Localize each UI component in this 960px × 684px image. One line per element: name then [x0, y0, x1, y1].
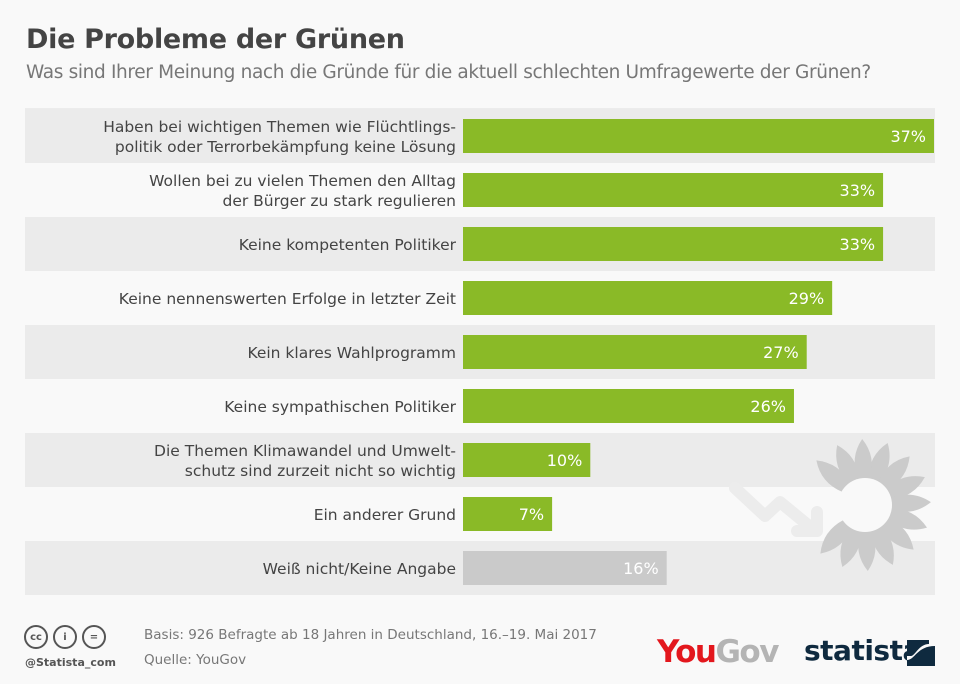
bar[interactable] [463, 551, 667, 585]
category-label: Ein anderer Grund [314, 506, 456, 524]
trend-arrow-icon [729, 482, 820, 536]
cc-icon[interactable]: cc [24, 625, 48, 649]
category-label: Haben bei wichtigen Themen wie Flüchtlin… [103, 118, 456, 156]
value-label: 33% [840, 235, 876, 254]
category-label: Keine kompetenten Politiker [239, 236, 457, 254]
value-label: 33% [840, 181, 876, 200]
sunflower-petal [854, 439, 872, 480]
statista-logo[interactable]: statista [804, 634, 921, 667]
value-label: 10% [547, 451, 583, 470]
row-labels: Haben bei wichtigen Themen wie Flüchtlin… [103, 118, 456, 578]
trend-arrowhead [791, 506, 823, 537]
sunflower-petal [879, 517, 914, 550]
value-labels: 37% 33% 33% 29% 27% 26% 10% 7% 16% [519, 127, 926, 578]
statista-handle[interactable]: @Statista_com [25, 656, 116, 669]
sunflower-petal [836, 445, 860, 485]
value-label: 16% [623, 559, 659, 578]
value-label: 37% [890, 127, 926, 146]
bar[interactable] [463, 443, 591, 477]
bars [463, 119, 934, 585]
category-label: Wollen bei zu vielen Themen den Alltag de… [149, 172, 456, 210]
sunflower-petal [890, 494, 931, 512]
yougov-logo: YouGov [657, 634, 779, 670]
chart-title: Die Probleme der Grünen [26, 24, 405, 55]
statista-mark-icon [907, 640, 935, 666]
sunflower-petal [885, 476, 925, 500]
bar[interactable] [463, 389, 794, 423]
title-divider [25, 108, 935, 109]
bar[interactable] [463, 281, 833, 315]
sunflower-petal [816, 460, 851, 493]
yougov-logo-you: You [657, 634, 717, 670]
basis-note: Basis: 926 Befragte ab 18 Jahren in Deut… [144, 627, 597, 643]
sunflower-center [838, 478, 892, 532]
sunflower-icon [729, 439, 931, 571]
value-label: 27% [763, 343, 799, 362]
bar[interactable] [463, 173, 884, 207]
sunflower-petal [820, 519, 853, 554]
license-icons: cc i = [24, 625, 106, 649]
bar[interactable] [463, 335, 807, 369]
source-note: Quelle: YouGov [144, 652, 247, 668]
sunflower-petal [870, 525, 894, 565]
category-label: Keine nennenswerten Erfolge in letzter Z… [119, 290, 456, 308]
chart-subtitle: Was sind Ihrer Meinung nach die Gründe f… [26, 62, 871, 83]
category-label: Kein klares Wahlprogramm [247, 344, 456, 362]
bar[interactable] [463, 119, 934, 153]
category-label: Weiß nicht/Keine Angabe [263, 560, 456, 578]
value-label: 29% [789, 289, 825, 308]
bar[interactable] [463, 227, 884, 261]
attribution-icon[interactable]: i [53, 625, 77, 649]
bar[interactable] [463, 497, 553, 531]
value-label: 26% [750, 397, 786, 416]
category-label: Die Themen Klimawandel und Umwelt-schutz… [154, 442, 456, 480]
category-label: Keine sympathischen Politiker [224, 398, 456, 416]
sunflower-petal [877, 456, 910, 491]
no-derivatives-icon[interactable]: = [82, 625, 106, 649]
value-label: 7% [519, 505, 544, 524]
sunflower-petal [858, 530, 876, 571]
yougov-logo-gov: Gov [715, 634, 779, 670]
